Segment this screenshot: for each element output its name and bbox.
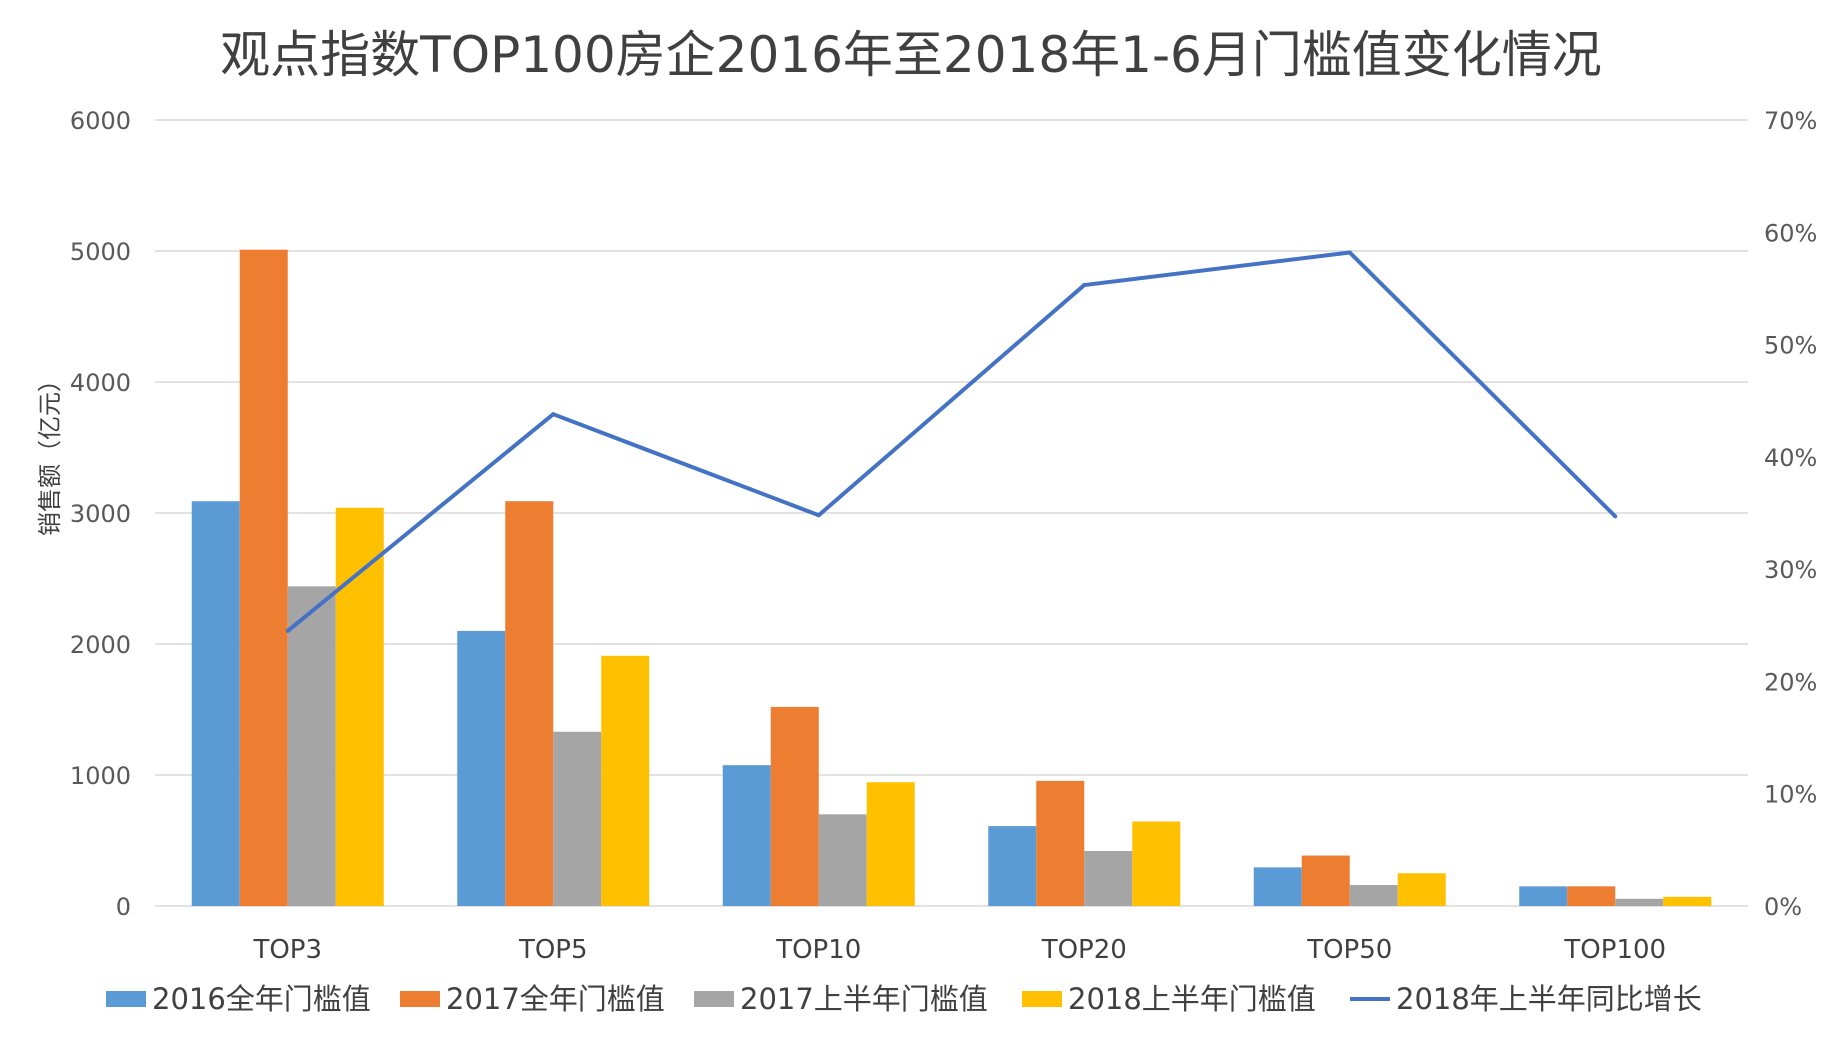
x-tick-label: TOP10 bbox=[775, 935, 861, 965]
bar bbox=[505, 501, 554, 906]
bar bbox=[1349, 885, 1398, 906]
y2-tick-label: 40% bbox=[1764, 444, 1817, 472]
bar bbox=[601, 655, 650, 906]
legend-label: 2016全年门槛值 bbox=[152, 982, 371, 1016]
bar bbox=[866, 782, 915, 906]
y-axis-title: 销售额（亿元） bbox=[36, 368, 64, 536]
legend-swatch bbox=[400, 991, 440, 1007]
bar bbox=[818, 814, 867, 906]
line-point bbox=[1347, 250, 1352, 255]
y2-tick-label: 0% bbox=[1764, 893, 1802, 921]
y2-tick-label: 20% bbox=[1764, 668, 1817, 696]
bar bbox=[1036, 780, 1085, 906]
bar bbox=[1397, 873, 1446, 906]
bar bbox=[239, 249, 288, 906]
bar bbox=[335, 507, 384, 906]
chart-title: 观点指数TOP100房企2016年至2018年1-6月门槛值变化情况 bbox=[220, 26, 1602, 84]
y2-tick-label: 60% bbox=[1764, 219, 1817, 247]
y2-tick-label: 10% bbox=[1764, 781, 1817, 809]
bar bbox=[553, 731, 602, 906]
line-point bbox=[551, 412, 556, 417]
y-axis: 6000 5000 4000 3000 2000 1000 0 bbox=[70, 107, 131, 921]
y-tick-label: 6000 bbox=[70, 107, 131, 135]
x-tick-label: TOP50 bbox=[1306, 935, 1392, 965]
bar bbox=[1519, 886, 1568, 906]
bar bbox=[457, 630, 506, 906]
legend-label: 2017上半年门槛值 bbox=[740, 982, 988, 1016]
legend: 2016全年门槛值 2017全年门槛值 2017上半年门槛值 2018上半年门槛值 20… bbox=[106, 982, 1702, 1016]
y-tick-label: 3000 bbox=[70, 500, 131, 528]
bar bbox=[722, 765, 771, 906]
legend-swatch bbox=[694, 991, 734, 1007]
y2-tick-label: 30% bbox=[1764, 556, 1817, 584]
y-tick-label: 2000 bbox=[70, 631, 131, 659]
bar bbox=[1567, 886, 1616, 906]
bar bbox=[287, 586, 336, 906]
y2-axis: 70% 60% 50% 40% 30% 20% 10% 0% bbox=[1764, 107, 1817, 921]
legend-label: 2017全年门槛值 bbox=[446, 982, 665, 1016]
legend-swatch bbox=[1022, 991, 1062, 1007]
bar bbox=[1253, 867, 1302, 906]
y2-tick-label: 70% bbox=[1764, 107, 1817, 135]
bar bbox=[1084, 850, 1133, 906]
y-tick-label: 1000 bbox=[70, 762, 131, 790]
line-point bbox=[1082, 283, 1087, 288]
x-tick-label: TOP3 bbox=[252, 935, 322, 965]
bar bbox=[1132, 821, 1181, 906]
bar bbox=[770, 706, 819, 906]
y-tick-label: 5000 bbox=[70, 238, 131, 266]
bar bbox=[191, 501, 240, 906]
bar bbox=[988, 826, 1037, 906]
legend-label: 2018年上半年同比增长 bbox=[1396, 982, 1702, 1016]
x-axis: TOP3 TOP5 TOP10 TOP20 TOP50 TOP100 bbox=[252, 935, 1666, 965]
y2-tick-label: 50% bbox=[1764, 332, 1817, 360]
legend-label: 2018上半年门槛值 bbox=[1068, 982, 1316, 1016]
line-point bbox=[285, 628, 290, 633]
y-tick-label: 0 bbox=[116, 893, 131, 921]
gridlines bbox=[155, 119, 1748, 907]
y-tick-label: 4000 bbox=[70, 369, 131, 397]
bar bbox=[1301, 855, 1350, 906]
x-tick-label: TOP20 bbox=[1041, 935, 1127, 965]
x-tick-label: TOP5 bbox=[518, 935, 588, 965]
bar bbox=[1663, 896, 1712, 906]
line-point bbox=[816, 513, 821, 518]
bars bbox=[191, 249, 1712, 906]
line-point bbox=[1613, 514, 1618, 519]
x-tick-label: TOP100 bbox=[1563, 935, 1666, 965]
growth-line bbox=[285, 250, 1618, 633]
legend-swatch bbox=[106, 991, 146, 1007]
bar bbox=[1615, 898, 1664, 906]
line-series bbox=[286, 250, 1617, 633]
